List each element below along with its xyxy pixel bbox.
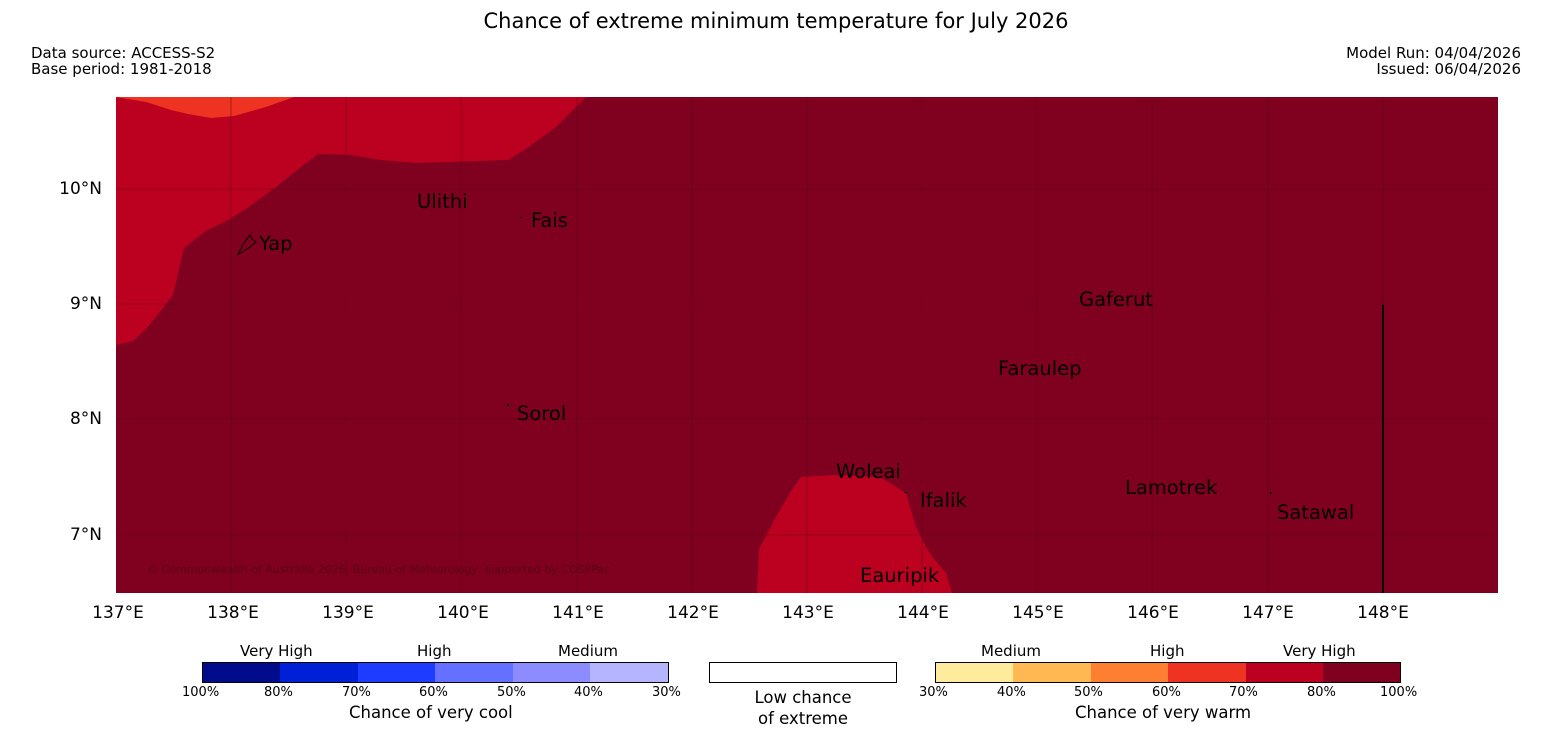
lon-label-138e: 138°E <box>207 603 259 623</box>
data-source-label: Data source: ACCESS-S2 <box>31 44 216 62</box>
warm-tick-50: 50% <box>1074 685 1103 700</box>
lon-label-142e: 142°E <box>667 603 719 623</box>
warm-swatch-6 <box>1323 663 1400 682</box>
cool-group-very-high: Very High <box>240 642 313 660</box>
cool-group-medium: Medium <box>558 642 618 660</box>
warm-swatch-1 <box>936 663 1013 682</box>
warm-legend-title: Chance of very warm <box>1075 703 1252 722</box>
place-satawal: Satawal <box>1277 501 1355 524</box>
warm-tick-80: 80% <box>1307 685 1336 700</box>
lon-label-141e: 141°E <box>552 603 604 623</box>
warm-group-medium: Medium <box>981 642 1041 660</box>
lat-label-9n: 9°N <box>69 294 102 314</box>
cool-tick-40: 40% <box>574 685 603 700</box>
warm-group-high: High <box>1150 642 1185 660</box>
yap-island-outline <box>236 234 257 256</box>
place-eauripik: Eauripik <box>860 564 940 587</box>
high-warm-region-northwest <box>116 97 586 345</box>
cool-tick-30: 30% <box>652 685 681 700</box>
warm-group-very-high: Very High <box>1283 642 1356 660</box>
lon-label-143e: 143°E <box>782 603 834 623</box>
cool-tick-70: 70% <box>342 685 371 700</box>
warm-tick-70: 70% <box>1229 685 1258 700</box>
place-fais: Fais <box>531 209 568 232</box>
low-chance-swatch <box>709 662 897 683</box>
warm-tick-100: 100% <box>1380 685 1418 700</box>
place-gaferut: Gaferut <box>1079 288 1153 311</box>
lon-label-148e: 148°E <box>1357 603 1409 623</box>
warm-swatch-3 <box>1091 663 1168 682</box>
warm-swatch-4 <box>1168 663 1246 682</box>
lat-label-10n: 10°N <box>59 179 102 199</box>
forecast-map <box>116 97 1498 593</box>
cool-swatch-1 <box>203 663 280 682</box>
cool-tick-50: 50% <box>497 685 526 700</box>
warm-tick-40: 40% <box>997 685 1026 700</box>
high-warm-region-northwest-inner <box>116 97 294 118</box>
lon-label-146e: 146°E <box>1127 603 1179 623</box>
lat-label-8n: 8°N <box>69 409 102 429</box>
place-ulithi: Ulithi <box>417 190 468 213</box>
low-chance-label-line2: of extreme <box>757 709 849 728</box>
cool-colorbar <box>202 662 669 683</box>
cool-swatch-2 <box>280 663 358 682</box>
lon-label-137e: 137°E <box>92 603 144 623</box>
cool-legend-title: Chance of very cool <box>349 703 513 722</box>
cool-tick-100: 100% <box>182 685 220 700</box>
lat-label-7n: 7°N <box>69 525 102 545</box>
low-chance-label-line1: Low chance <box>754 688 852 707</box>
cool-swatch-5 <box>513 663 590 682</box>
place-woleai: Woleai <box>836 460 901 483</box>
high-warm-region-south <box>757 475 952 593</box>
page-title: Chance of extreme minimum temperature fo… <box>483 9 1069 33</box>
lon-label-145e: 145°E <box>1012 603 1064 623</box>
model-run-label: Model Run: 04/04/2026 <box>1346 44 1521 62</box>
place-faraulep: Faraulep <box>998 357 1082 380</box>
graticule <box>116 97 1498 593</box>
cool-swatch-4 <box>435 663 513 682</box>
warm-swatch-2 <box>1013 663 1091 682</box>
warm-swatch-5 <box>1246 663 1323 682</box>
island-markers <box>507 217 1272 494</box>
lon-label-147e: 147°E <box>1242 603 1294 623</box>
base-period-label: Base period: 1981-2018 <box>31 60 212 78</box>
cool-group-high: High <box>417 642 452 660</box>
cool-swatch-3 <box>358 663 435 682</box>
cool-swatch-6 <box>590 663 668 682</box>
cool-tick-80: 80% <box>264 685 293 700</box>
lon-label-144e: 144°E <box>897 603 949 623</box>
place-yap: Yap <box>259 232 293 255</box>
model-run-info: Model Run: 04/04/2026 Issued: 06/04/2026 <box>1346 45 1521 77</box>
data-source-info: Data source: ACCESS-S2 Base period: 1981… <box>31 45 215 77</box>
warm-tick-60: 60% <box>1152 685 1181 700</box>
issued-label: Issued: 06/04/2026 <box>1376 60 1521 78</box>
lon-label-140e: 140°E <box>437 603 489 623</box>
warm-tick-30: 30% <box>919 685 948 700</box>
lon-label-139e: 139°E <box>322 603 374 623</box>
place-sorol: Sorol <box>517 402 567 425</box>
copyright-notice: © Commonwealth of Australia 2026, Bureau… <box>147 563 611 576</box>
warm-colorbar <box>935 662 1401 683</box>
place-ifalik: Ifalik <box>920 489 967 512</box>
cool-tick-60: 60% <box>419 685 448 700</box>
place-lamotrek: Lamotrek <box>1125 476 1218 499</box>
